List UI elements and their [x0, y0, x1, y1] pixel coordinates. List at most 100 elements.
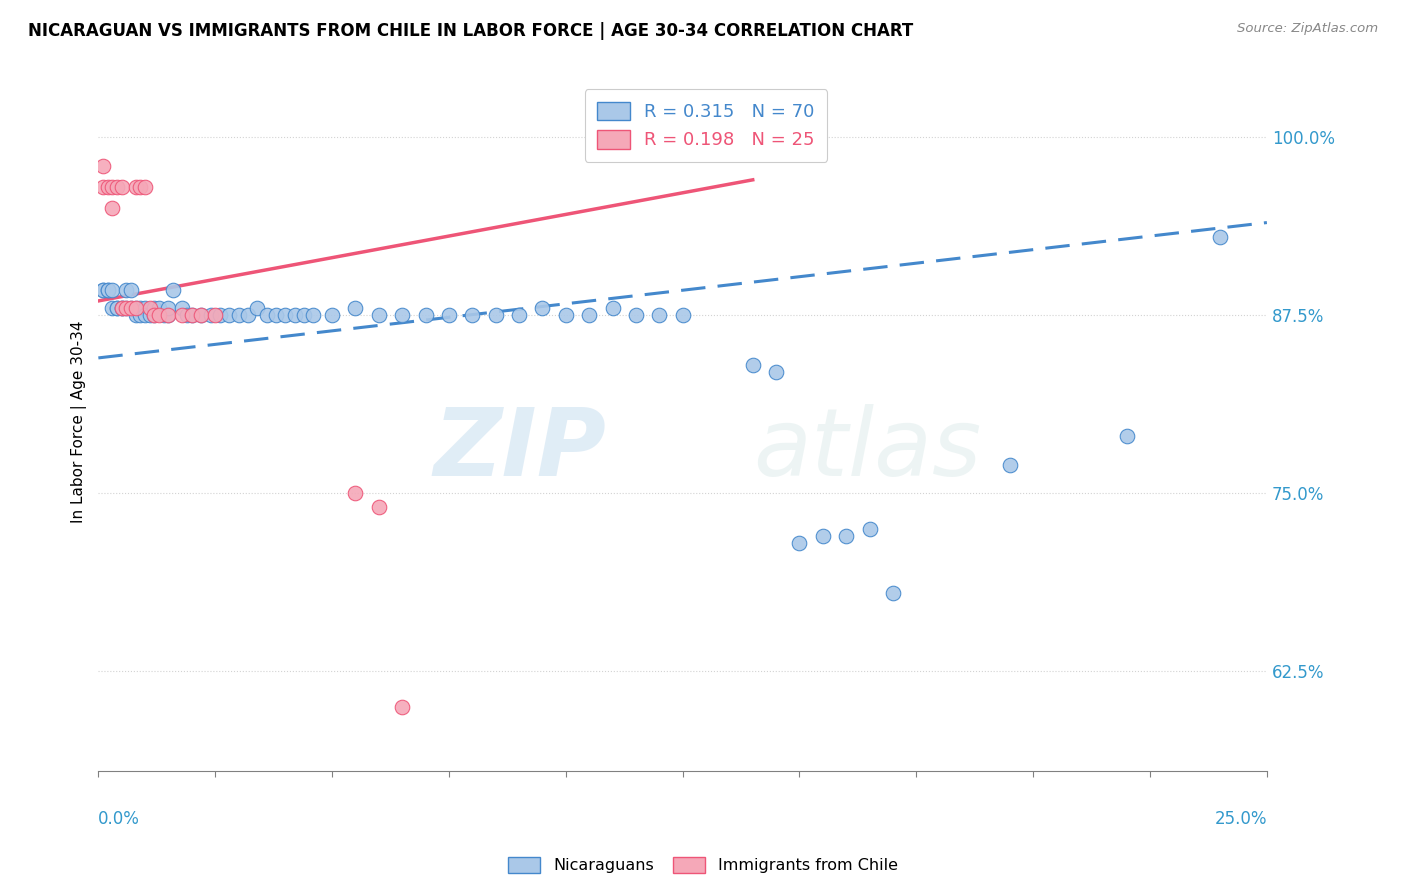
Point	[125, 308, 148, 322]
Point	[835, 529, 858, 543]
Point	[91, 180, 114, 194]
Point	[129, 180, 152, 194]
Point	[111, 301, 134, 315]
Point	[367, 308, 389, 322]
Point	[391, 308, 413, 322]
Legend: Nicaraguans, Immigrants from Chile: Nicaraguans, Immigrants from Chile	[502, 850, 904, 880]
Point	[143, 308, 166, 322]
Point	[157, 301, 180, 315]
Point	[105, 301, 128, 315]
Point	[91, 283, 114, 297]
Text: ZIP: ZIP	[434, 404, 606, 496]
Point	[190, 308, 212, 322]
Text: 25.0%: 25.0%	[1215, 810, 1267, 828]
Point	[284, 308, 307, 322]
Point	[143, 308, 166, 322]
Point	[129, 301, 152, 315]
Text: atlas: atlas	[752, 404, 981, 495]
Point	[789, 536, 811, 550]
Point	[101, 180, 124, 194]
Point	[111, 301, 134, 315]
Point	[204, 308, 226, 322]
Point	[602, 301, 624, 315]
Legend: R = 0.315   N = 70, R = 0.198   N = 25: R = 0.315 N = 70, R = 0.198 N = 25	[585, 89, 827, 162]
Point	[148, 308, 170, 322]
Point	[139, 308, 162, 322]
Point	[437, 308, 460, 322]
Point	[172, 308, 194, 322]
Point	[115, 283, 138, 297]
Point	[125, 180, 148, 194]
Point	[105, 180, 128, 194]
Point	[172, 301, 194, 315]
Point	[531, 301, 554, 315]
Point	[111, 301, 134, 315]
Point	[91, 283, 114, 297]
Point	[741, 358, 763, 372]
Point	[120, 301, 142, 315]
Point	[101, 283, 124, 297]
Point	[624, 308, 647, 322]
Point	[157, 308, 180, 322]
Point	[162, 283, 184, 297]
Point	[508, 308, 530, 322]
Text: NICARAGUAN VS IMMIGRANTS FROM CHILE IN LABOR FORCE | AGE 30-34 CORRELATION CHART: NICARAGUAN VS IMMIGRANTS FROM CHILE IN L…	[28, 22, 914, 40]
Point	[811, 529, 834, 543]
Point	[200, 308, 222, 322]
Point	[134, 308, 156, 322]
Point	[1115, 429, 1137, 443]
Point	[391, 700, 413, 714]
Point	[105, 301, 128, 315]
Point	[344, 486, 367, 500]
Point	[134, 301, 156, 315]
Point	[256, 308, 278, 322]
Point	[882, 586, 904, 600]
Point	[208, 308, 231, 322]
Point	[111, 180, 134, 194]
Point	[180, 308, 202, 322]
Point	[367, 500, 389, 515]
Point	[246, 301, 269, 315]
Text: 0.0%: 0.0%	[98, 810, 141, 828]
Point	[97, 283, 120, 297]
Point	[152, 308, 174, 322]
Point	[274, 308, 297, 322]
Point	[157, 308, 180, 322]
Point	[91, 159, 114, 173]
Point	[228, 308, 250, 322]
Point	[120, 283, 142, 297]
Point	[101, 202, 124, 216]
Y-axis label: In Labor Force | Age 30-34: In Labor Force | Age 30-34	[72, 321, 87, 524]
Point	[129, 308, 152, 322]
Point	[264, 308, 287, 322]
Text: Source: ZipAtlas.com: Source: ZipAtlas.com	[1237, 22, 1378, 36]
Point	[120, 301, 142, 315]
Point	[998, 458, 1021, 472]
Point	[134, 180, 156, 194]
Point	[236, 308, 259, 322]
Point	[554, 308, 576, 322]
Point	[765, 365, 787, 379]
Point	[1209, 229, 1232, 244]
Point	[101, 301, 124, 315]
Point	[415, 308, 437, 322]
Point	[485, 308, 508, 322]
Point	[148, 301, 170, 315]
Point	[97, 283, 120, 297]
Point	[218, 308, 240, 322]
Point	[672, 308, 695, 322]
Point	[97, 180, 120, 194]
Point	[321, 308, 343, 322]
Point	[125, 301, 148, 315]
Point	[344, 301, 367, 315]
Point	[292, 308, 315, 322]
Point	[578, 308, 600, 322]
Point	[648, 308, 671, 322]
Point	[115, 301, 138, 315]
Point	[115, 301, 138, 315]
Point	[461, 308, 484, 322]
Point	[125, 301, 148, 315]
Point	[176, 308, 198, 322]
Point	[858, 522, 880, 536]
Point	[302, 308, 325, 322]
